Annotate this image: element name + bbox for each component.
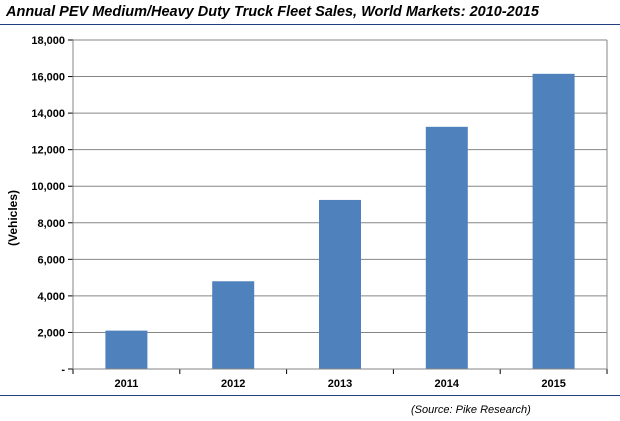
- x-tick-label: 2012: [221, 378, 245, 390]
- chart-title: Annual PEV Medium/Heavy Duty Truck Fleet…: [6, 4, 539, 20]
- y-tick-label: 8,000: [37, 218, 65, 230]
- y-tick-label: 16,000: [31, 72, 65, 84]
- bars: [105, 73, 575, 369]
- bar-2011: [105, 330, 148, 369]
- bottom-divider: [0, 395, 620, 396]
- bar-2013: [319, 199, 361, 369]
- bar-2012: [212, 281, 255, 369]
- axes: [68, 39, 608, 374]
- x-tick-label: 2014: [435, 378, 460, 390]
- y-tick-label: -: [61, 364, 65, 376]
- source-note: (Source: Pike Research): [411, 404, 531, 416]
- y-tick-label: 10,000: [31, 181, 65, 193]
- y-axis-label: (Vehicles): [6, 190, 20, 246]
- x-tick-label: 2015: [541, 378, 565, 390]
- y-tick-label: 12,000: [31, 145, 65, 157]
- y-tick-label: 4,000: [37, 291, 65, 303]
- x-tick-label: 2011: [114, 378, 138, 390]
- tick-labels: - 2,000 4,000 6,000 8,000 10,000 12,000 14,000 1…: [31, 35, 565, 390]
- y-tick-label: 6,000: [37, 254, 65, 266]
- y-tick-label: 18,000: [31, 35, 65, 47]
- top-divider: [0, 24, 620, 25]
- y-tick-label: 14,000: [31, 108, 65, 120]
- bar-2014: [425, 126, 468, 369]
- y-tick-label: 2,000: [37, 327, 65, 339]
- x-tick-label: 2013: [328, 378, 352, 390]
- bar-2015: [532, 73, 575, 369]
